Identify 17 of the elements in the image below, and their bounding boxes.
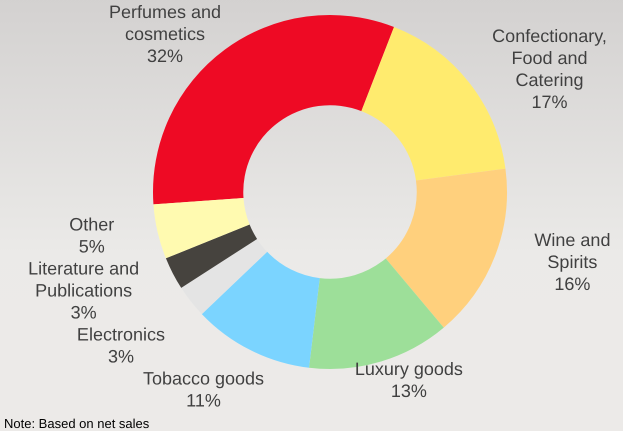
data-label: 17% bbox=[532, 92, 568, 112]
data-label: 5% bbox=[78, 236, 105, 256]
data-label: 11% bbox=[186, 390, 221, 410]
data-label: 3% bbox=[108, 346, 134, 366]
slice-label: Perfumes and cosmetics bbox=[108, 2, 222, 44]
data-label: 16% bbox=[554, 274, 590, 294]
slice-label: Confectionary, Food and Catering bbox=[492, 26, 607, 90]
slice-label: Wine and Spirits bbox=[534, 230, 610, 272]
text: Note: Based on net sales bbox=[4, 416, 150, 431]
slice-label: Other bbox=[69, 214, 114, 234]
slice-label: Literature and Publications bbox=[28, 258, 140, 300]
data-label: 3% bbox=[70, 302, 97, 322]
slice-label: Electronics bbox=[76, 324, 165, 344]
slice-label: Luxury goods bbox=[354, 358, 463, 379]
data-label: 32% bbox=[146, 46, 184, 66]
slice-label: Tobacco goods bbox=[142, 368, 264, 388]
data-label: 13% bbox=[390, 380, 427, 401]
